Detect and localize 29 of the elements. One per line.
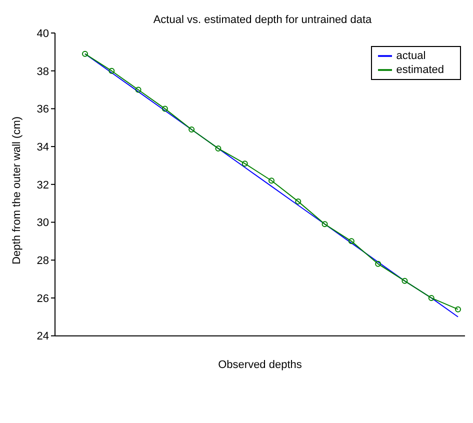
y-tick-label: 36 [36, 104, 49, 116]
point [375, 260, 382, 267]
point [215, 145, 222, 152]
point [108, 68, 115, 74]
point [322, 221, 328, 228]
y-tick-label: 34 [36, 141, 49, 154]
point [188, 126, 195, 133]
point [242, 160, 248, 167]
point [402, 278, 408, 284]
point [268, 178, 274, 184]
y-tick-label: 24 [36, 330, 49, 343]
point [82, 50, 88, 57]
legend-label: actual [396, 50, 426, 62]
legend-label: estimated [396, 64, 444, 76]
point [348, 238, 354, 244]
y-tick-label: 32 [36, 179, 49, 192]
y-tick-label: 28 [36, 255, 49, 268]
y-tick-label: 40 [36, 28, 49, 40]
y-tick-label: 26 [36, 292, 49, 305]
point [135, 86, 142, 93]
point [295, 198, 302, 204]
y-tick-label: 38 [36, 66, 49, 78]
point [455, 306, 461, 312]
point [428, 294, 434, 301]
y-axis-title: Depth from the outer wall (cm) [10, 116, 23, 264]
y-tick-label: 30 [36, 217, 49, 230]
x-axis-title: Observed depths [218, 358, 302, 371]
point [162, 106, 168, 112]
chart-title: Actual vs. estimated depth for untrained data [152, 14, 373, 26]
